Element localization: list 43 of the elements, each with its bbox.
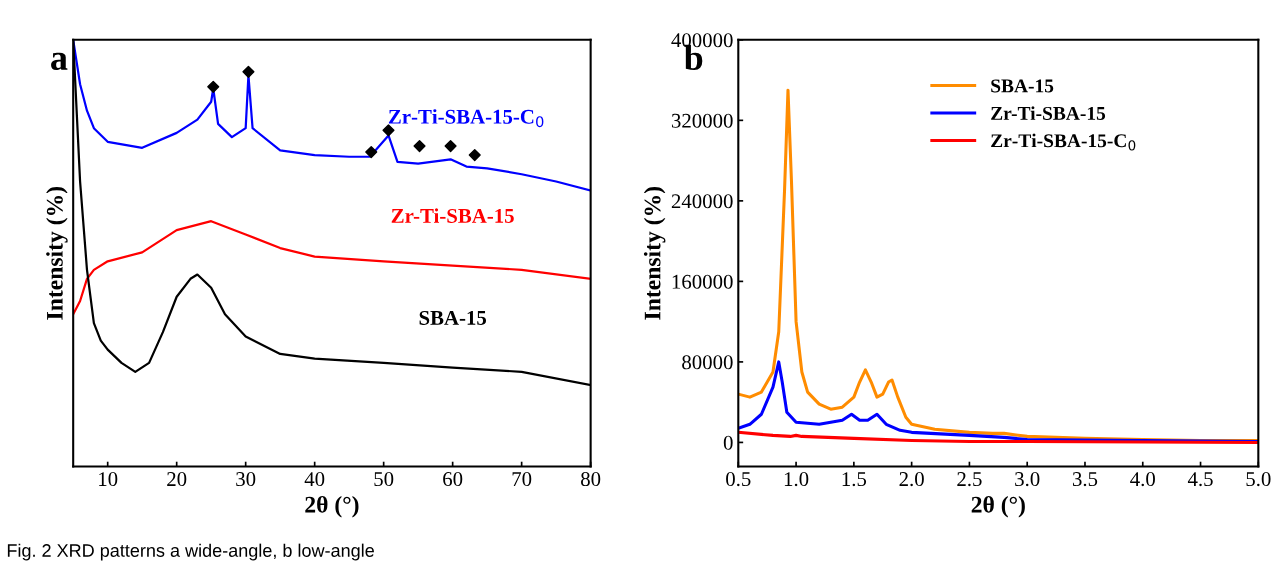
point bbox=[242, 65, 255, 78]
legend-label: SBA-15 bbox=[991, 79, 1054, 93]
point bbox=[207, 80, 220, 93]
x-tick-label: 3.0 bbox=[1015, 472, 1040, 487]
chart-title: a bbox=[51, 52, 68, 71]
x-tick-label: 50 bbox=[374, 472, 394, 487]
caption: Fig. 2 XRD patterns a wide-angle, b low-angle bbox=[7, 543, 374, 561]
x-tick-label: 30 bbox=[236, 472, 256, 487]
point bbox=[444, 140, 457, 153]
y-tick-label: 0 bbox=[723, 435, 733, 450]
x-tick-label: 5.0 bbox=[1246, 472, 1271, 487]
y-tick-label: 80000 bbox=[682, 355, 733, 370]
point bbox=[413, 140, 426, 153]
y-axis-title: Intensity (%) bbox=[46, 187, 68, 320]
x-tick-label: 3.5 bbox=[1072, 472, 1098, 487]
legend-label: Zr-Ti-SBA-15 bbox=[991, 106, 1106, 120]
x-tick-label: 4.5 bbox=[1187, 472, 1213, 487]
x-tick-label: 1.0 bbox=[784, 472, 809, 487]
series-label: SBA-15 bbox=[419, 310, 487, 325]
x-tick-label: 60 bbox=[443, 472, 463, 487]
x-tick-label: 70 bbox=[512, 472, 532, 487]
x-tick-label: 1.5 bbox=[842, 472, 867, 487]
x-tick-label: 2.0 bbox=[899, 472, 924, 487]
legend-label: Zr-Ti-SBA-15-C$_{0}$ bbox=[991, 133, 1136, 151]
y-tick-label: 240000 bbox=[671, 194, 733, 209]
y-axis-title: Intensity (%) bbox=[643, 187, 666, 320]
y-tick-label: 320000 bbox=[671, 113, 733, 128]
point bbox=[468, 148, 481, 162]
x-axis-title: 2θ (°) bbox=[971, 495, 1025, 518]
x-tick-label: 0.5 bbox=[726, 472, 751, 487]
x-tick-label: 10 bbox=[99, 472, 118, 487]
x-tick-label: 40 bbox=[304, 472, 325, 487]
x-tick-label: 4.0 bbox=[1130, 472, 1155, 487]
y-tick-label: 160000 bbox=[672, 274, 733, 289]
series-label: Zr-Ti-SBA-15-C$_{0}$ bbox=[388, 109, 544, 128]
line-series bbox=[738, 430, 1259, 444]
x-tick-label: 80 bbox=[581, 472, 601, 487]
x-axis-title: 2θ (°) bbox=[305, 495, 359, 518]
series-label: Zr-Ti-SBA-15 bbox=[391, 208, 514, 223]
x-tick-label: 2.5 bbox=[957, 472, 982, 487]
x-tick-label: 20 bbox=[167, 472, 187, 487]
point bbox=[382, 124, 395, 137]
point bbox=[365, 145, 378, 159]
